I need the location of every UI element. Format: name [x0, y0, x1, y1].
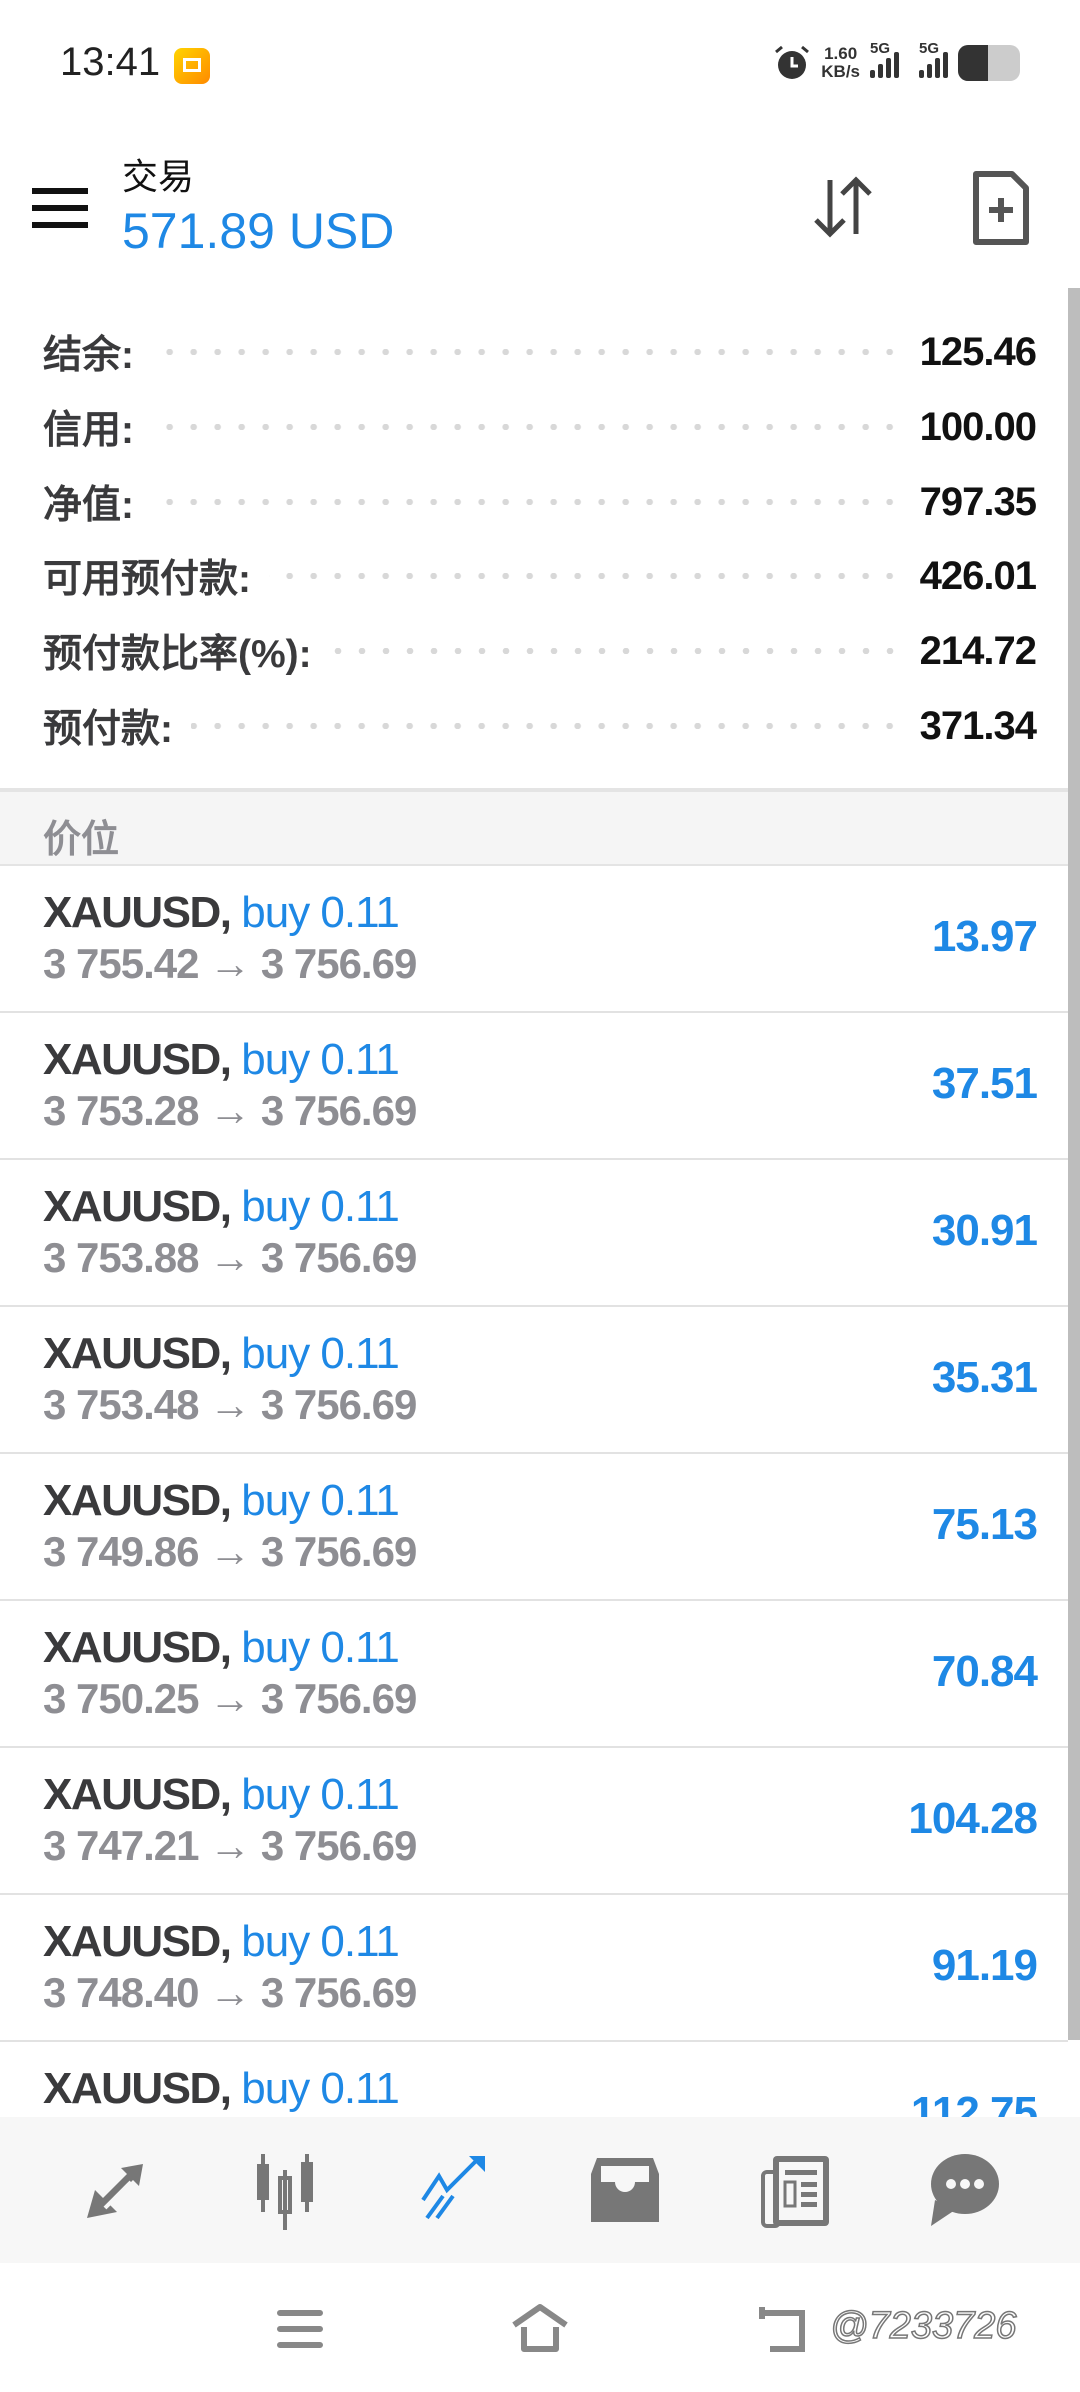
- recent-apps-icon[interactable]: [276, 2309, 324, 2349]
- news-icon[interactable]: [755, 2150, 835, 2230]
- scrollbar[interactable]: [1068, 288, 1080, 2040]
- status-icons: 1.60 KB/s 5G 5G: [773, 40, 1020, 82]
- trade-trend-icon[interactable]: [415, 2150, 495, 2230]
- alarm-icon: [775, 45, 810, 79]
- back-icon[interactable]: [756, 2303, 806, 2353]
- position-side-volume: buy 0.11: [241, 2064, 400, 2113]
- position-symbol: XAUUSD, buy 0.11: [43, 1770, 400, 1819]
- position-row[interactable]: XAUUSD, buy 0.11 3 748.40 → 3 756.69 91.19: [0, 1895, 1068, 2042]
- watermark: @7233726: [829, 2304, 1017, 2348]
- position-side-volume: buy 0.11: [241, 1917, 400, 1966]
- position-symbol: XAUUSD, buy 0.11: [43, 1182, 400, 1231]
- position-profit: 70.84: [931, 1647, 1038, 1696]
- position-row[interactable]: XAUUSD, buy 0.11 3 747.21 → 3 756.69 104.2…: [0, 1748, 1068, 1895]
- position-side-volume: buy 0.11: [241, 1476, 400, 1525]
- app-header: 交易 571.89 USD: [0, 130, 1080, 288]
- position-row[interactable]: XAUUSD, buy 0.11 3 755.42 → 3 756.69 13.97: [0, 866, 1068, 1013]
- sort-icon[interactable]: [808, 172, 878, 242]
- status-time: 13:41: [60, 40, 161, 84]
- position-prices: 3 753.88 → 3 756.69: [43, 1234, 417, 1281]
- menu-icon[interactable]: [32, 188, 88, 228]
- positions-section-header: 价位: [0, 788, 1068, 866]
- position-row[interactable]: XAUUSD, buy 0.11 3 749.86 → 3 756.69 75.13: [0, 1454, 1068, 1601]
- position-row[interactable]: XAUUSD, buy 0.11 3 750.25 → 3 756.69 70.84: [0, 1601, 1068, 1748]
- position-profit: 37.51: [931, 1059, 1038, 1108]
- position-prices: 3 748.40 → 3 756.69: [43, 1969, 417, 2016]
- page-title: 交易: [122, 156, 195, 197]
- candlestick-chart-icon[interactable]: [245, 2150, 325, 2230]
- position-side-volume: buy 0.11: [241, 1770, 400, 1819]
- quotes-arrows-icon[interactable]: [75, 2150, 155, 2230]
- battery-icon: [958, 45, 1020, 81]
- signal-sim1-icon: 5G: [870, 40, 899, 78]
- inbox-icon[interactable]: [585, 2150, 665, 2230]
- position-profit: 13.97: [931, 912, 1038, 961]
- system-nav-bar: @7233726: [0, 2263, 1080, 2392]
- new-order-icon[interactable]: [972, 170, 1030, 246]
- summary-row-credit: 信用: 100.00: [43, 404, 1037, 453]
- summary-row-free-margin: 可用预付款: 426.01: [43, 553, 1037, 602]
- bottom-nav: [0, 2117, 1080, 2263]
- position-prices: 3 755.42 → 3 756.69: [43, 940, 417, 987]
- position-symbol: XAUUSD, buy 0.11: [43, 1329, 400, 1378]
- position-side-volume: buy 0.11: [241, 888, 400, 937]
- chat-icon[interactable]: [925, 2150, 1005, 2230]
- position-prices: 3 753.48 → 3 756.69: [43, 1381, 417, 1428]
- position-profit: 91.19: [931, 1941, 1038, 1990]
- summary-row-equity: 净值: 797.35: [43, 479, 1037, 528]
- position-profit: 75.13: [931, 1500, 1038, 1549]
- position-prices: 3 753.28 → 3 756.69: [43, 1087, 417, 1134]
- position-profit: 104.28: [908, 1794, 1038, 1843]
- position-row[interactable]: XAUUSD, buy 0.11 3 753.28 → 3 756.69 37.51: [0, 1013, 1068, 1160]
- position-symbol: XAUUSD, buy 0.11: [43, 1917, 400, 1966]
- position-profit: 35.31: [931, 1353, 1038, 1402]
- position-prices: 3 750.25 → 3 756.69: [43, 1675, 417, 1722]
- position-side-volume: buy 0.11: [241, 1623, 400, 1672]
- mail-notification-icon: [174, 48, 210, 84]
- summary-row-margin: 预付款: 371.34: [43, 703, 1037, 752]
- position-symbol: XAUUSD, buy 0.11: [43, 2064, 400, 2113]
- signal-sim2-icon: 5G: [919, 40, 948, 78]
- summary-row-balance: 结余: 125.46: [43, 329, 1037, 378]
- position-row[interactable]: XAUUSD, buy 0.11 3 753.48 → 3 756.69 35.31: [0, 1307, 1068, 1454]
- position-profit: 30.91: [931, 1206, 1038, 1255]
- account-balance: 571.89 USD: [122, 203, 395, 259]
- status-bar: 13:41 1.60 KB/s 5G 5G: [0, 0, 1080, 130]
- home-icon[interactable]: [510, 2303, 570, 2353]
- position-symbol: XAUUSD, buy 0.11: [43, 888, 400, 937]
- position-symbol: XAUUSD, buy 0.11: [43, 1035, 400, 1084]
- position-prices: 3 749.86 → 3 756.69: [43, 1528, 417, 1575]
- position-symbol: XAUUSD, buy 0.11: [43, 1476, 400, 1525]
- position-side-volume: buy 0.11: [241, 1329, 400, 1378]
- position-side-volume: buy 0.11: [241, 1182, 400, 1231]
- position-symbol: XAUUSD, buy 0.11: [43, 1623, 400, 1672]
- position-side-volume: buy 0.11: [241, 1035, 400, 1084]
- summary-row-margin-level: 预付款比率(%): 214.72: [43, 628, 1037, 677]
- position-prices: 3 747.21 → 3 756.69: [43, 1822, 417, 1869]
- net-speed: 1.60 KB/s: [821, 44, 860, 81]
- position-row[interactable]: XAUUSD, buy 0.11 3 753.88 → 3 756.69 30.91: [0, 1160, 1068, 1307]
